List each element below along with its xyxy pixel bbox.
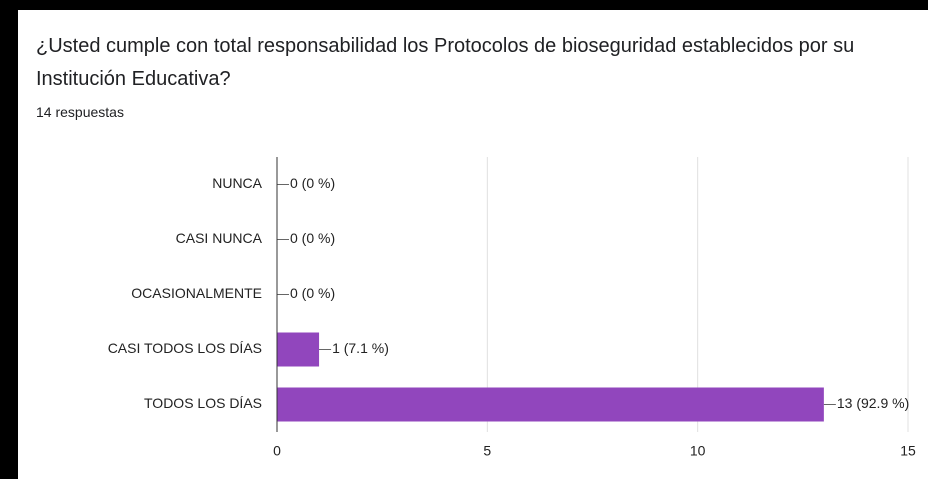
card: ¿Usted cumple con total responsabilidad … (18, 10, 928, 479)
x-tick-label: 0 (273, 443, 281, 459)
value-label: 0 (0 %) (290, 175, 335, 191)
question-title: ¿Usted cumple con total responsabilidad … (36, 35, 855, 90)
y-tick-label: CASI NUNCA (176, 230, 263, 246)
value-label: 13 (92.9 %) (837, 395, 909, 411)
x-tick-label: 5 (483, 443, 491, 459)
y-tick-label: TODOS LOS DÍAS (144, 395, 262, 411)
bar (277, 332, 320, 367)
value-label: 0 (0 %) (290, 285, 335, 301)
chart: 0 5 10 15 NUNCA 0 (0 %) CASI NUNCA 0 (0 %) OCASI… (108, 157, 916, 459)
bar (277, 387, 824, 422)
y-tick-label: NUNCA (212, 175, 262, 191)
value-label: 1 (7.1 %) (332, 340, 389, 356)
y-tick-label: OCASIONALMENTE (131, 285, 262, 301)
y-tick-label: CASI TODOS LOS DÍAS (108, 340, 262, 356)
x-tick-label: 15 (900, 443, 916, 459)
response-count: 14 respuestas (36, 104, 124, 120)
x-tick-label: 10 (690, 443, 706, 459)
value-label: 0 (0 %) (290, 230, 335, 246)
